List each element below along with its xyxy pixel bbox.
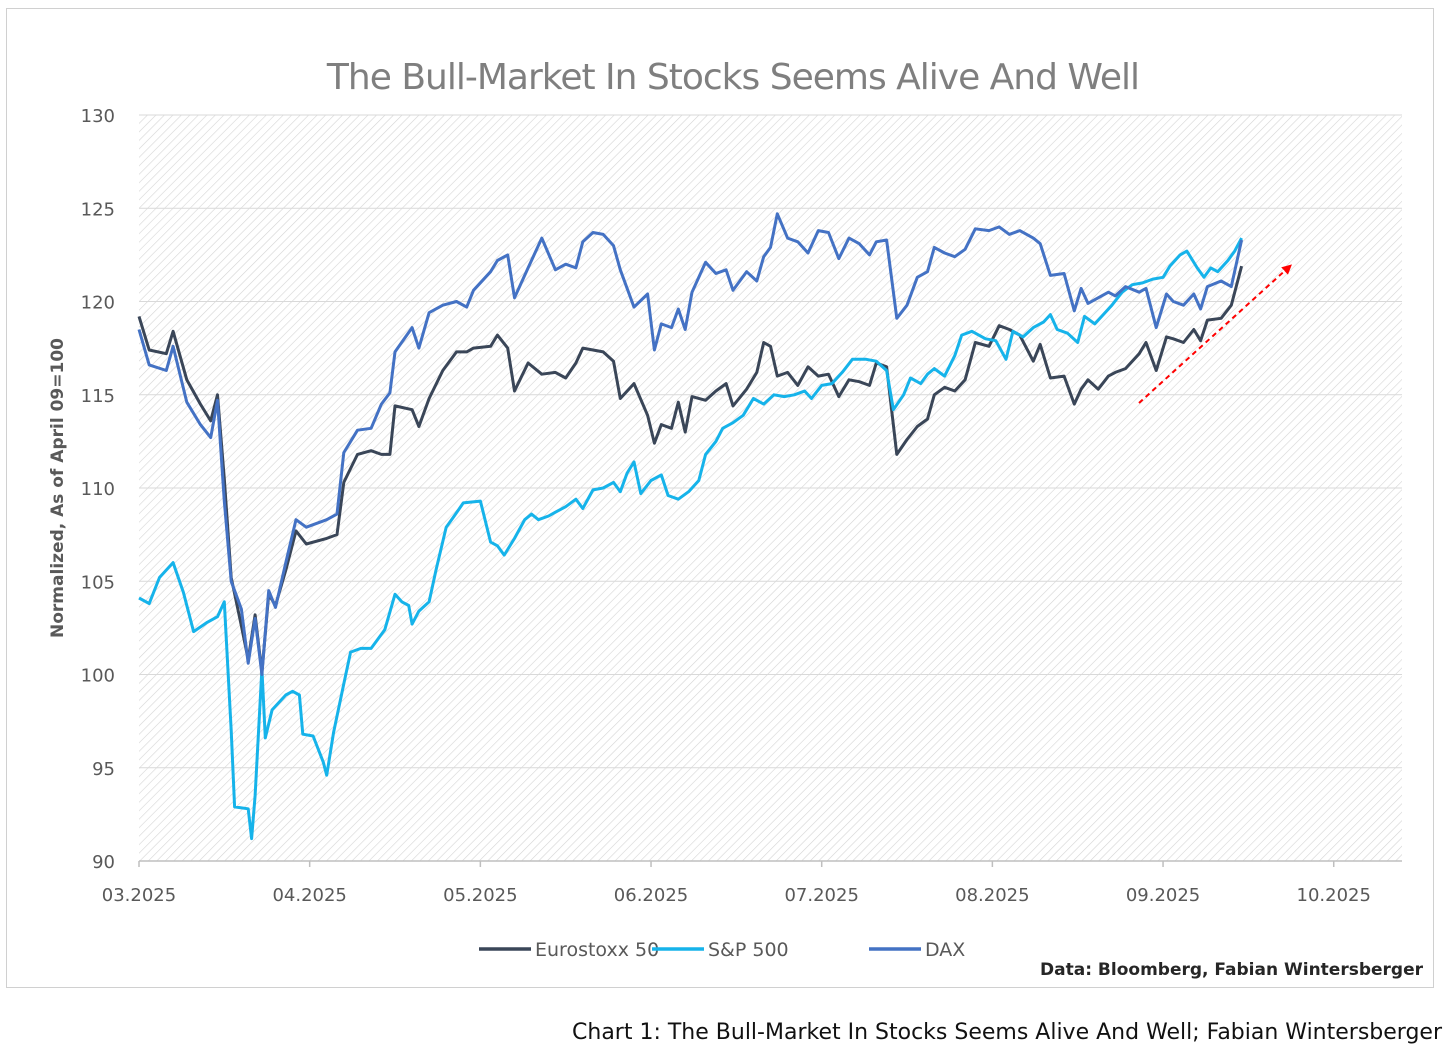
y-tick-label: 130	[81, 106, 115, 127]
y-axis-ticks: 90 95 100 105 110 115 120 125 130	[81, 106, 115, 873]
x-tick-label: 10.2025	[1297, 885, 1371, 906]
series-line-s-p-500	[138, 237, 1243, 841]
y-tick-label: 115	[81, 386, 115, 407]
legend-label: DAX	[925, 939, 965, 961]
gridlines	[139, 114, 1402, 769]
x-tick-label: 05.2025	[443, 885, 517, 906]
chart-title: The Bull-Market In Stocks Seems Alive An…	[326, 57, 1139, 98]
legend-label: S&P 500	[708, 939, 789, 961]
y-tick-label: 90	[92, 852, 115, 873]
series-line-eurostoxx-50	[137, 265, 1244, 675]
x-tick-label: 03.2025	[102, 885, 176, 906]
chart-frame: The Bull-Market In Stocks Seems Alive An…	[6, 8, 1434, 988]
x-tick-label: 07.2025	[784, 885, 858, 906]
x-tick-label: 04.2025	[272, 885, 346, 906]
y-tick-label: 105	[81, 572, 115, 593]
legend: Eurostoxx 50 S&P 500 DAX	[479, 939, 965, 961]
trend-arrow	[1138, 264, 1292, 404]
series-lines	[137, 212, 1244, 841]
x-tick-label: 06.2025	[614, 885, 688, 906]
legend-label: Eurostoxx 50	[535, 939, 659, 961]
y-tick-label: 100	[81, 666, 115, 687]
y-tick-label: 125	[81, 199, 115, 220]
source-note: Data: Bloomberg, Fabian Wintersberger	[1040, 960, 1424, 980]
x-axis-ticks: 03.2025 04.2025 05.2025 06.2025 07.2025 08.20…	[102, 860, 1402, 906]
y-axis-label: Normalized, As of April 09=100	[48, 338, 68, 638]
y-tick-label: 120	[81, 293, 115, 314]
x-tick-label: 09.2025	[1126, 885, 1200, 906]
figure-caption: Chart 1: The Bull-Market In Stocks Seems…	[572, 1020, 1442, 1045]
series-line-dax	[137, 212, 1244, 676]
y-tick-label: 95	[92, 759, 115, 780]
y-tick-label: 110	[81, 479, 115, 500]
x-tick-label: 08.2025	[955, 885, 1029, 906]
chart-svg: The Bull-Market In Stocks Seems Alive An…	[48, 57, 1424, 980]
